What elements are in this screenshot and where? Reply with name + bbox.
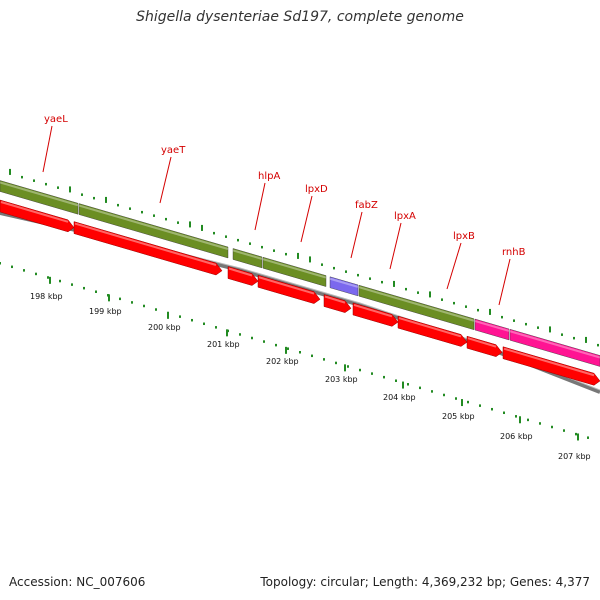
scale-label-200: 200 kbp — [148, 323, 181, 332]
gene-block-shine — [474, 320, 510, 332]
gene-block-shine — [262, 258, 327, 279]
label-leader — [254, 182, 266, 231]
gene-block — [474, 318, 510, 341]
scale-label-201: 201 kbp — [207, 340, 240, 349]
cds-arrow — [397, 315, 468, 347]
cds-arrow — [502, 346, 600, 386]
cds-arrow-shine — [353, 304, 393, 318]
cds-arrow-shine — [0, 201, 69, 223]
cds-arrow — [257, 274, 321, 304]
cds-arrow — [73, 221, 223, 276]
genome-summary-text: Topology: circular; Length: 4,369,232 bp… — [260, 575, 590, 589]
gene-block — [262, 256, 327, 287]
cds-arrow-shine — [324, 295, 346, 304]
gene-block — [358, 284, 475, 331]
scale-label-207: 207 kbp — [558, 452, 591, 461]
gene-block — [78, 203, 229, 259]
gene-track — [0, 180, 600, 367]
gene-block-shine — [0, 181, 79, 207]
backbone-line — [0, 211, 600, 394]
gene-label-lpxD: lpxD — [305, 184, 328, 195]
label-leader — [350, 211, 363, 259]
gene-block — [0, 180, 79, 215]
scale-label-203: 203 kbp — [325, 375, 358, 384]
bottom-tick-marks — [0, 262, 589, 441]
scale-label-204: 204 kbp — [383, 393, 416, 402]
map-title: Shigella dysenteriae Sd197, complete gen… — [136, 9, 464, 25]
scale-label-205: 205 kbp — [442, 412, 475, 421]
gene-block — [329, 276, 359, 297]
label-leader — [498, 258, 511, 306]
scale-label-199: 199 kbp — [89, 307, 122, 316]
cds-arrow-shine — [228, 267, 253, 277]
gene-block-shine — [329, 277, 359, 288]
cds-arrow — [352, 302, 399, 327]
cds-arrow — [0, 199, 75, 233]
label-leader — [42, 125, 53, 173]
gene-label-rnhB: rnhB — [502, 247, 526, 258]
label-leader — [446, 242, 462, 290]
top-tick-marks — [9, 168, 599, 347]
gene-label-fabZ: fabZ — [355, 200, 378, 211]
cds-arrow-shine — [467, 337, 497, 348]
cds-arrow-shine — [503, 347, 595, 377]
gene-label-lpxB: lpxB — [453, 231, 475, 242]
cds-track — [0, 199, 600, 386]
gene-block — [509, 328, 600, 367]
scale-label-198: 198 kbp — [30, 292, 63, 301]
cds-arrow — [323, 294, 352, 313]
cds-arrow-shine — [398, 317, 462, 338]
gene-block-shine — [78, 204, 229, 250]
cds-arrow — [227, 266, 259, 286]
cds-arrow-shine — [74, 222, 217, 266]
accession-text: Accession: NC_007606 — [9, 575, 146, 589]
label-leader — [159, 156, 172, 204]
gene-label-leaders — [42, 125, 511, 306]
cds-arrow — [466, 335, 503, 357]
gene-label-hlpA: hlpA — [258, 171, 280, 182]
cds-arrow-shine — [258, 276, 315, 295]
gene-block-shine — [232, 249, 263, 260]
gene-block — [232, 248, 263, 269]
gene-block-shine — [358, 286, 475, 322]
gene-block-shine — [509, 330, 600, 359]
label-leader — [300, 195, 313, 243]
gene-label-lpxA: lpxA — [394, 211, 416, 222]
label-leader — [389, 222, 402, 270]
scale-label-202: 202 kbp — [266, 357, 299, 366]
gene-label-yaeL: yaeL — [44, 114, 68, 125]
gene-label-yaeT: yaeT — [161, 145, 186, 156]
scale-label-206: 206 kbp — [500, 432, 533, 441]
